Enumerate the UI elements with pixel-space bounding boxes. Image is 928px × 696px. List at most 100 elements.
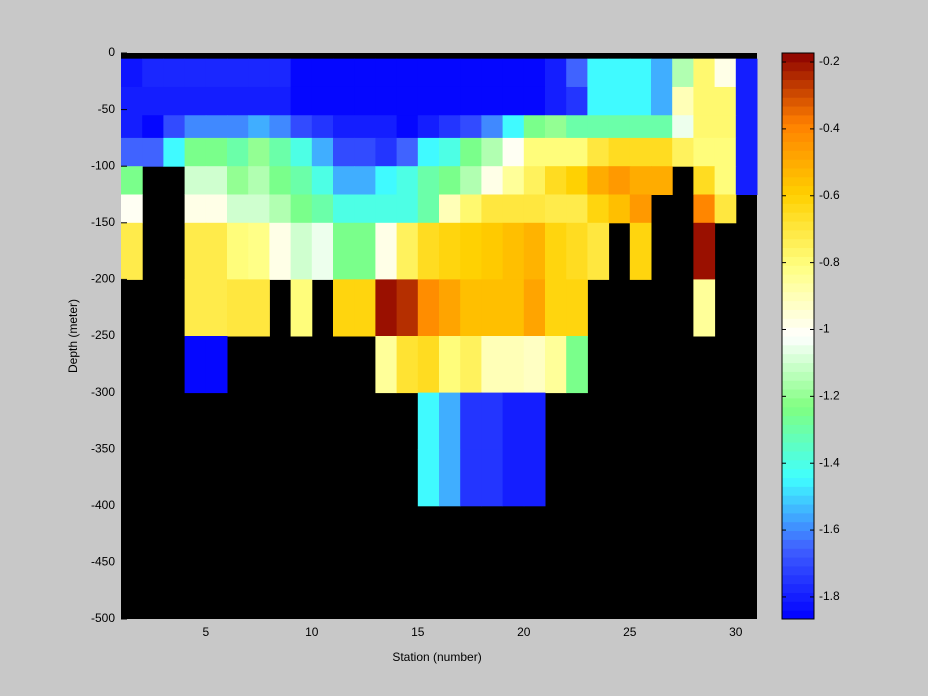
heatmap-cell [608,166,631,195]
colorbar-swatch [782,203,814,213]
heatmap-cell [714,86,737,116]
heatmap-cell [269,222,292,280]
heatmap-cell [545,58,567,88]
heatmap-cell [693,279,716,337]
heatmap-cell [248,194,270,224]
colorbar-swatch [782,362,814,372]
heatmap-cell [460,194,482,224]
heatmap-cell [248,86,270,116]
heatmap-cell [502,449,525,507]
colorbar-swatch [782,442,814,452]
colorbar-swatch [782,353,814,364]
heatmap-cell [417,449,440,507]
colorbar-swatch [782,601,814,611]
heatmap-cell [439,166,461,195]
heatmap-cell [608,115,631,139]
heatmap-cell [333,222,355,280]
heatmap-cell [354,86,376,116]
heatmap-cell [439,222,461,280]
heatmap-cell [396,137,419,167]
heatmap-cell [396,194,419,224]
heatmap-cell [121,222,143,280]
heatmap-cell [566,194,588,224]
heatmap-cell [460,58,482,88]
colorbar-swatch [782,548,814,558]
heatmap-cell [587,166,610,195]
colorbar-swatch [782,79,814,89]
heatmap-cell [481,115,504,139]
colorbar-swatch [782,565,814,576]
heatmap-cell [184,115,207,139]
heatmap-cell [269,194,292,224]
colorbar-swatch [782,468,814,478]
colorbar-swatch [782,530,814,540]
colorbar-swatch [782,159,814,169]
colorbar-swatch [782,318,814,328]
colorbar-tick-label: -1 [819,322,830,336]
heatmap-cell [608,137,631,167]
heatmap-cell [481,279,504,337]
heatmap-cell [566,137,588,167]
heatmap-cell [227,222,249,280]
y-tick-label: -150 [91,215,115,229]
heatmap-cell [333,58,355,88]
colorbar-swatch [782,212,814,222]
heatmap-cell [460,336,482,394]
heatmap-cell [545,166,567,195]
heatmap-cell [651,137,673,167]
heatmap-cell [735,86,758,116]
colorbar-swatch [782,610,814,620]
colorbar-tick-label: -1.8 [819,589,840,603]
colorbar-swatch [782,512,814,523]
heatmap-cell [311,86,334,116]
heatmap-cell [523,115,546,139]
heatmap-cell [290,58,313,88]
heatmap-cell [121,86,143,116]
heatmap-cell [735,115,758,139]
heatmap-cell [523,86,546,116]
heatmap-cell [629,115,652,139]
heatmap-cell [205,222,228,280]
colorbar-swatch [782,229,814,240]
colorbar-swatch [782,53,814,63]
heatmap-cell [672,137,694,167]
colorbar-swatch [782,194,814,204]
colorbar-swatch [782,238,814,249]
heatmap-cell [714,115,737,139]
heatmap-cell [439,137,461,167]
heatmap-cell [693,137,716,167]
colorbar-swatch [782,592,814,602]
heatmap-cell [502,58,525,88]
heatmap-cell [693,222,716,280]
colorbar-swatch [782,380,814,390]
heatmap-cell [396,222,419,280]
x-tick-label: 15 [411,625,425,639]
heatmap-cell [587,58,610,88]
heatmap-cell [375,166,398,195]
y-tick-label: -100 [91,158,115,172]
heatmap-cell [205,115,228,139]
colorbar-swatch [782,389,814,399]
heatmap-cell [311,137,334,167]
colorbar-swatch [782,424,814,434]
y-tick-label: -350 [91,441,115,455]
colorbar-swatch [782,397,814,408]
heatmap-cell [290,279,313,337]
heatmap-cell [396,58,419,88]
heatmap-cell [439,115,461,139]
heatmap-cell [608,194,631,224]
y-tick-label: -400 [91,498,115,512]
heatmap-cell [672,86,694,116]
heatmap-cell [735,166,758,195]
colorbar-swatch [782,221,814,231]
colorbar-swatch [782,574,814,585]
heatmap-cell [502,166,525,195]
x-tick-label: 20 [517,625,531,639]
colorbar-tick-label: -1.2 [819,389,840,403]
heatmap-cell [121,137,143,167]
heatmap-cell [184,194,207,224]
heatmap-cell [248,279,270,337]
heatmap-cell [227,194,249,224]
heatmap-cell [608,58,631,88]
heatmap-cell [290,194,313,224]
